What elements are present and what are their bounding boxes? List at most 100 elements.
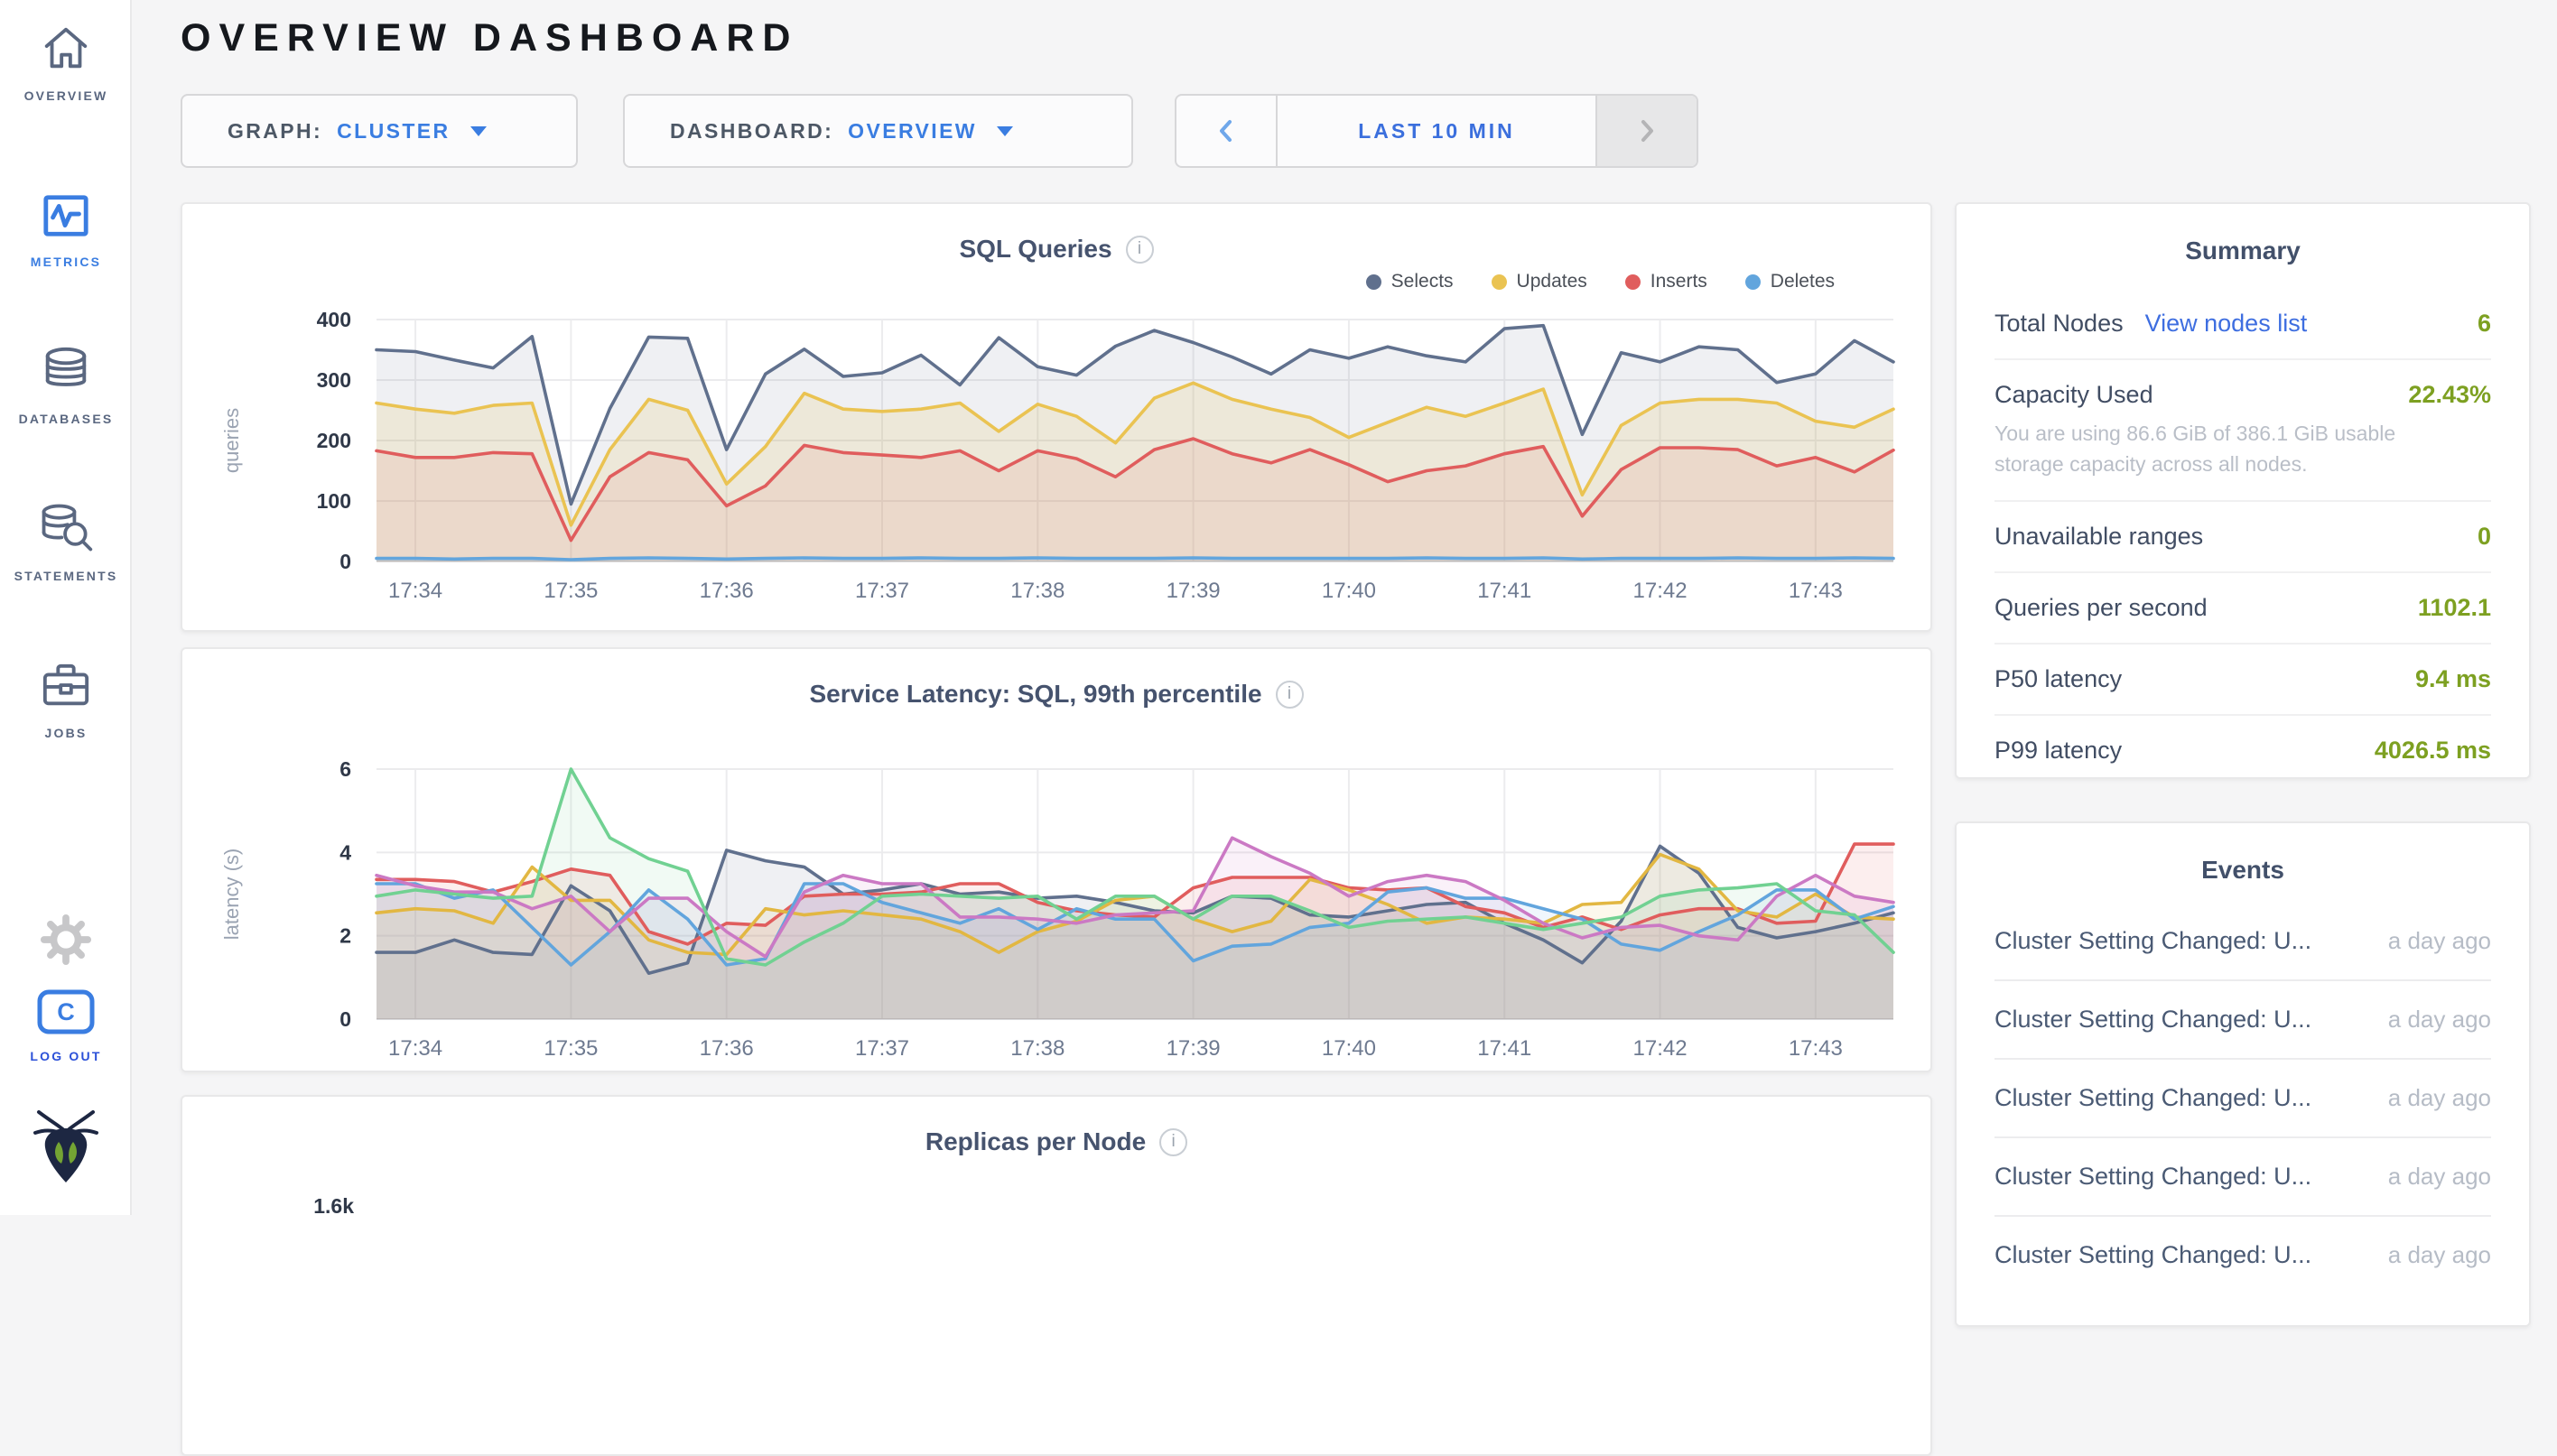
summary-row-capacity: Capacity Used 22.43% You are using 86.6 … <box>1994 358 2491 500</box>
chart-title-text: Replicas per Node <box>925 1127 1146 1156</box>
event-row: Cluster Setting Changed: U... a day ago <box>1994 1058 2491 1136</box>
event-time: a day ago <box>2388 927 2491 955</box>
time-prev-button[interactable] <box>1176 96 1278 166</box>
capacity-subtext: You are using 86.6 GiB of 386.1 GiB usab… <box>1994 418 2464 479</box>
summary-label: P99 latency <box>1994 737 2122 765</box>
briefcase-icon <box>38 700 94 715</box>
summary-row-total-nodes: Total Nodes View nodes list 6 <box>1994 289 2491 358</box>
info-icon[interactable]: i <box>1159 1128 1187 1156</box>
time-range-selector: LAST 10 MIN <box>1175 94 1698 168</box>
svg-text:2: 2 <box>339 924 351 948</box>
svg-text:17:36: 17:36 <box>700 579 754 603</box>
summary-row-p99: P99 latency 4026.5 ms <box>1994 714 2491 785</box>
event-label: Cluster Setting Changed: U... <box>1994 1006 2311 1034</box>
events-title: Events <box>1994 823 2491 885</box>
svg-text:17:39: 17:39 <box>1167 579 1221 603</box>
logout-icon: C <box>37 1023 95 1038</box>
svg-text:300: 300 <box>317 368 351 392</box>
svg-text:latency (s): latency (s) <box>220 849 243 940</box>
page-title: OVERVIEW DASHBOARD <box>181 14 2557 61</box>
svg-text:17:37: 17:37 <box>855 579 909 603</box>
svg-text:17:39: 17:39 <box>1167 1036 1221 1061</box>
summary-value: 9.4 ms <box>2415 665 2491 693</box>
event-label: Cluster Setting Changed: U... <box>1994 1241 2311 1269</box>
summary-label: Queries per second <box>1994 594 2208 622</box>
svg-text:17:35: 17:35 <box>544 579 598 603</box>
svg-text:C: C <box>57 998 75 1025</box>
settings-gear-icon[interactable] <box>0 913 132 970</box>
time-range-label[interactable]: LAST 10 MIN <box>1278 96 1595 166</box>
svg-text:17:42: 17:42 <box>1633 1036 1688 1061</box>
sidebar-item-label: JOBS <box>0 726 132 740</box>
event-row: Cluster Setting Changed: U... a day ago <box>1994 979 2491 1058</box>
svg-text:0: 0 <box>339 1007 351 1031</box>
time-next-button[interactable] <box>1595 96 1697 166</box>
replicas-per-node-chart-card: Replicas per Node i 1.6k <box>181 1095 1932 1456</box>
summary-value: 0 <box>2478 523 2491 551</box>
logout-button[interactable]: C LOG OUT <box>0 989 132 1063</box>
svg-text:17:38: 17:38 <box>1010 1036 1065 1061</box>
summary-label: Capacity Used <box>1994 381 2153 409</box>
statements-icon <box>37 543 95 558</box>
sidebar-item-label: OVERVIEW <box>0 88 132 103</box>
summary-label: Total Nodes <box>1994 310 2124 338</box>
metrics-chart-icon <box>40 228 92 244</box>
events-panel: Events Cluster Setting Changed: U... a da… <box>1955 821 2531 1327</box>
event-time: a day ago <box>2388 1084 2491 1112</box>
chart-title: Replicas per Node i <box>182 1127 1930 1156</box>
summary-label: Unavailable ranges <box>1994 523 2203 551</box>
chevron-left-icon <box>1216 117 1236 144</box>
dashboard-dropdown-label: DASHBOARD: <box>670 119 833 144</box>
svg-text:17:40: 17:40 <box>1322 579 1376 603</box>
sidebar-item-overview[interactable]: OVERVIEW <box>0 22 132 103</box>
sidebar-item-metrics[interactable]: METRICS <box>0 191 132 269</box>
svg-text:100: 100 <box>317 489 351 513</box>
svg-text:0: 0 <box>339 550 351 573</box>
logout-label: LOG OUT <box>0 1049 132 1063</box>
summary-panel: Summary Total Nodes View nodes list 6 Ca… <box>1955 202 2531 779</box>
summary-value: 4026.5 ms <box>2375 737 2491 765</box>
svg-text:4: 4 <box>339 840 351 864</box>
event-label: Cluster Setting Changed: U... <box>1994 1084 2311 1112</box>
sidebar-item-label: STATEMENTS <box>0 569 132 583</box>
cockroach-logo-icon[interactable] <box>0 1108 132 1191</box>
event-row: Cluster Setting Changed: U...a day ago <box>1994 1215 2491 1294</box>
svg-text:17:35: 17:35 <box>544 1036 598 1061</box>
service-latency-chart-card: Service Latency: SQL, 99th percentile i … <box>181 647 1932 1072</box>
home-icon <box>40 62 92 78</box>
sidebar: OVERVIEW METRICS DATABASES STATEMENTS JO… <box>0 0 132 1215</box>
svg-text:6: 6 <box>339 757 351 781</box>
svg-text:17:36: 17:36 <box>700 1036 754 1061</box>
sidebar-item-statements[interactable]: STATEMENTS <box>0 502 132 583</box>
svg-text:17:43: 17:43 <box>1789 579 1843 603</box>
summary-row-unavailable-ranges: Unavailable ranges 0 <box>1994 500 2491 571</box>
view-nodes-list-link[interactable]: View nodes list <box>2145 310 2308 338</box>
sidebar-item-label: METRICS <box>0 255 132 269</box>
svg-text:17:37: 17:37 <box>855 1036 909 1061</box>
dashboard-dropdown[interactable]: DASHBOARD: OVERVIEW <box>623 94 1133 168</box>
toolbar: GRAPH: CLUSTER DASHBOARD: OVERVIEW LAST … <box>181 94 2557 168</box>
sidebar-item-databases[interactable]: DATABASES <box>0 345 132 426</box>
svg-text:17:34: 17:34 <box>388 579 442 603</box>
summary-value: 22.43% <box>2408 381 2491 409</box>
graph-dropdown[interactable]: GRAPH: CLUSTER <box>181 94 578 168</box>
svg-text:queries: queries <box>220 408 243 473</box>
svg-text:17:41: 17:41 <box>1477 579 1531 603</box>
graph-dropdown-value: CLUSTER <box>337 119 450 144</box>
sidebar-item-label: DATABASES <box>0 412 132 426</box>
svg-text:17:43: 17:43 <box>1789 1036 1843 1061</box>
sidebar-item-jobs[interactable]: JOBS <box>0 661 132 740</box>
svg-text:400: 400 <box>317 308 351 331</box>
graph-dropdown-label: GRAPH: <box>228 119 322 144</box>
events-list: Cluster Setting Changed: U... a day ago Cl… <box>1994 903 2491 1294</box>
event-row: Cluster Setting Changed: U...a day ago <box>1994 1136 2491 1215</box>
event-time: a day ago <box>2388 1163 2491 1191</box>
summary-value: 1102.1 <box>2418 594 2491 622</box>
summary-row-qps: Queries per second 1102.1 <box>1994 571 2491 643</box>
dashboard-dropdown-value: OVERVIEW <box>848 119 977 144</box>
event-time: a day ago <box>2388 1006 2491 1034</box>
